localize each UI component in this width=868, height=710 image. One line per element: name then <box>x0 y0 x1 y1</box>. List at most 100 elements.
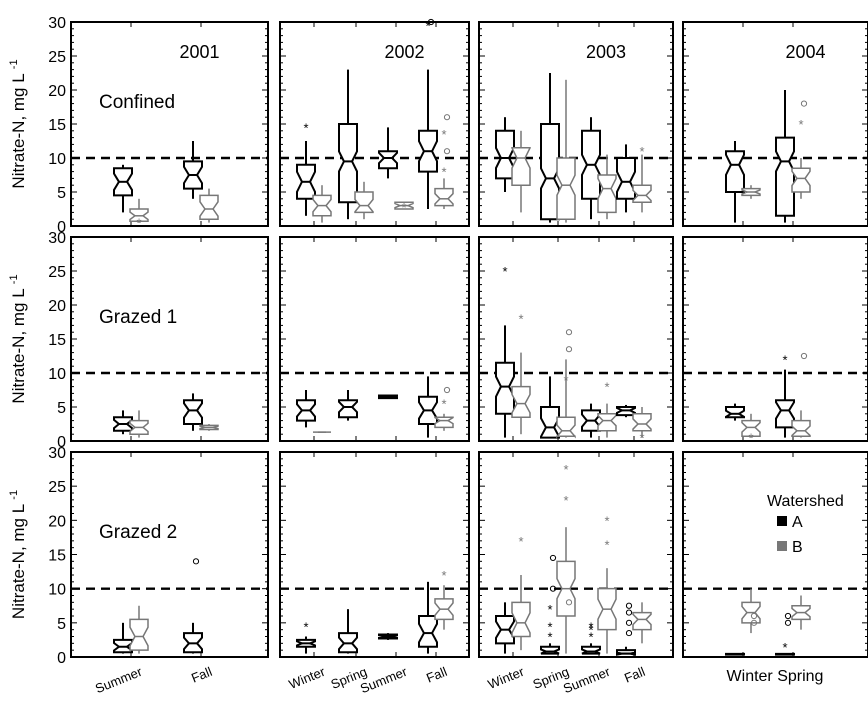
box-body <box>791 419 811 437</box>
outlier-star: * <box>604 537 609 552</box>
y-tick-label: 0 <box>57 434 66 451</box>
box-b: * <box>434 568 454 630</box>
outlier-star: * <box>136 216 141 231</box>
year-label: 2004 <box>785 42 825 62</box>
box-b: ** <box>434 114 454 209</box>
box-body <box>511 385 531 418</box>
outlier-circle <box>565 329 573 336</box>
box-b <box>632 602 652 644</box>
outlier-circle <box>784 619 792 626</box>
outlier-star: * <box>748 431 753 446</box>
box-a <box>581 403 601 438</box>
box-body <box>581 645 601 655</box>
box-a <box>183 393 203 431</box>
box-body <box>632 184 652 203</box>
box-body <box>418 615 438 648</box>
box-body <box>616 649 636 656</box>
outlier-star: * <box>401 200 406 215</box>
box-b: * <box>511 534 531 651</box>
outlier-star: * <box>547 619 552 634</box>
x-label-summer: Summer <box>561 664 613 697</box>
box-body <box>540 645 560 655</box>
outlier-star: * <box>588 630 593 645</box>
box-body <box>597 413 617 432</box>
outlier-star: * <box>547 602 552 617</box>
outlier-star: * <box>798 117 803 132</box>
panel-grazed-2-2004 <box>682 451 868 658</box>
outlier-star: * <box>563 493 568 508</box>
box-body <box>632 611 652 631</box>
outlier-circle <box>625 629 633 637</box>
legend-title: Watershed <box>767 493 844 510</box>
box-b: * <box>394 200 414 215</box>
outlier-circle <box>549 554 557 562</box>
box-a <box>495 602 515 654</box>
row-label: Confined <box>99 92 175 113</box>
panel-frame <box>70 21 269 227</box>
row-label: Grazed 1 <box>99 307 177 328</box>
y-tick-label: 10 <box>48 366 66 383</box>
box-b <box>741 185 761 199</box>
outlier-circle <box>625 619 633 626</box>
outlier-star: * <box>782 352 787 367</box>
box-body <box>741 419 761 437</box>
y-tick-label: 20 <box>48 298 66 315</box>
box-a <box>378 633 398 640</box>
box-body <box>556 157 576 220</box>
legend-label-b: B <box>792 539 803 556</box>
box-b <box>791 595 811 630</box>
box-b <box>129 410 149 438</box>
box-a <box>113 164 133 213</box>
outlier-circle <box>427 18 435 26</box>
box-b: ** <box>556 462 576 654</box>
box-a: * <box>495 264 515 438</box>
box-b <box>354 181 374 220</box>
x-label-winter: Winter <box>486 664 527 692</box>
panel-confined-2003: 2003 <box>478 21 674 227</box>
box-b <box>312 185 332 223</box>
outlier-star: * <box>547 630 552 645</box>
panel-frame <box>70 451 269 658</box>
outlier-star: * <box>588 619 593 634</box>
legend-swatch-b <box>777 541 787 551</box>
outlier-star: * <box>441 165 446 180</box>
box-b <box>741 588 761 634</box>
box-b: * <box>434 386 454 431</box>
box-a <box>725 403 745 421</box>
box-body <box>725 406 745 419</box>
y-axis-title: Nitrate-N, mg L -1 <box>8 59 28 188</box>
box-a <box>296 390 316 428</box>
box-a <box>540 376 560 439</box>
box-body <box>616 157 636 200</box>
box-b: * <box>791 100 811 199</box>
box-b <box>597 154 617 220</box>
outlier-star: * <box>588 623 593 638</box>
box-b: * <box>511 312 531 435</box>
y-axis-title-superscript: -1 <box>8 274 20 284</box>
y-tick-label: 20 <box>48 83 66 100</box>
row-label: Grazed 2 <box>99 522 177 543</box>
panel-confined-2002: 2002 <box>279 21 470 227</box>
outlier-circle <box>625 602 633 609</box>
box-b: ** <box>597 513 617 654</box>
y-tick-label: 10 <box>48 151 66 168</box>
outlier-star: * <box>563 373 568 388</box>
box-a <box>378 394 398 400</box>
outlier-circle <box>800 100 808 107</box>
y-tick-label: 30 <box>48 15 66 32</box>
box-a <box>616 144 636 213</box>
y-axis-labels: 0 5 10 15 20 25 30 Nitrate-N, mg L -1 0 5 10 15 20 25… <box>8 15 66 667</box>
y-tick-label: 30 <box>48 230 66 247</box>
box-a: * <box>296 619 316 654</box>
box-a <box>183 141 203 199</box>
y-tick-label: 25 <box>48 479 66 496</box>
y-axis-title-superscript: -1 <box>8 59 20 69</box>
outlier-star: * <box>604 513 609 528</box>
y-axis-title-superscript: -1 <box>8 490 20 500</box>
box-b: * <box>632 407 652 446</box>
x-label-winter: Winter <box>287 664 328 692</box>
outlier-circle <box>443 148 451 155</box>
box-body <box>511 147 531 186</box>
box-body <box>597 174 617 214</box>
x-label-fall: Fall <box>424 664 449 686</box>
